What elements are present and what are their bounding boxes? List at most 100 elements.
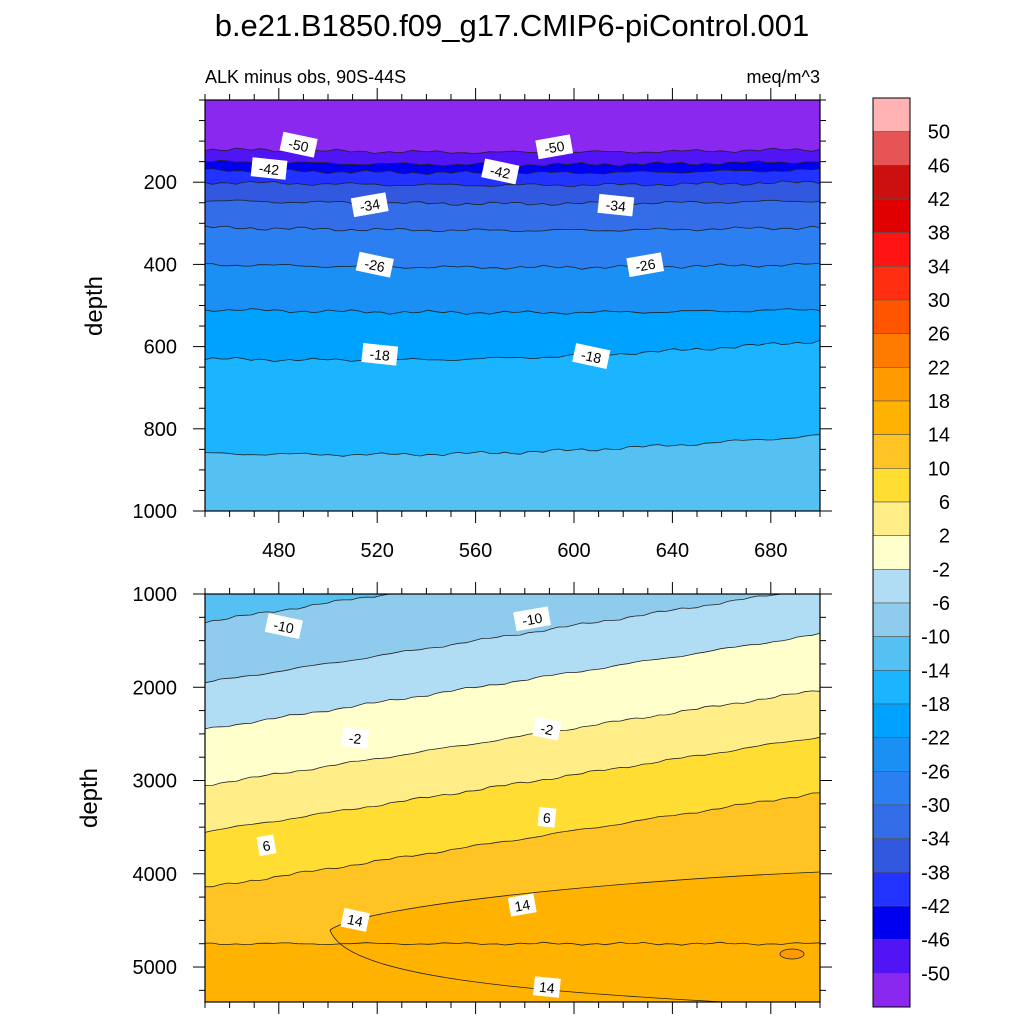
lower-contour-label: 14 — [533, 976, 561, 998]
lower-contour-fills — [205, 594, 820, 1002]
colorbar-swatch — [872, 872, 911, 907]
colorbar-swatch — [872, 838, 911, 873]
lower-ytick-label: 4000 — [133, 864, 178, 886]
colorbar-label: -30 — [921, 795, 950, 817]
lower-contour-label: -10 — [513, 606, 551, 632]
upper-contour-label-text: -18 — [369, 346, 391, 364]
colorbar-label: -34 — [921, 829, 950, 851]
upper-contour-label-box — [355, 251, 394, 278]
colorbar-label: -26 — [921, 761, 950, 783]
upper-band--14 — [205, 434, 820, 511]
colorbar-swatch — [872, 232, 911, 267]
colorbar-label: -22 — [921, 728, 950, 750]
colorbar-frame — [872, 97, 911, 1008]
lower-contour-label-text: 6 — [542, 809, 552, 826]
colorbar-swatch — [872, 569, 911, 604]
colorbar-label: 50 — [928, 122, 950, 144]
lower-band-18-22 — [779, 948, 805, 960]
colorbar-label: -10 — [921, 627, 950, 649]
colorbar-label: 10 — [928, 458, 950, 480]
colorbar-swatch — [872, 434, 911, 469]
colorbar: 50 46 42 38 34 30 26 22 18 14 10 6 2 -2 -6 -10 -14 -18 -22… — [872, 97, 950, 1008]
colorbar-swatch — [872, 165, 911, 200]
colorbar-label: 42 — [928, 189, 950, 211]
colorbar-label: 22 — [928, 357, 950, 379]
colorbar-label: -42 — [921, 896, 950, 918]
lower-contour-label-text: -2 — [348, 730, 362, 747]
lower-contour-line-2 — [204, 690, 821, 786]
lower-contour-label-box — [533, 976, 561, 998]
upper-ytick-label: 1000 — [133, 501, 178, 523]
colorbar-swatch — [872, 333, 911, 368]
colorbar-swatch — [872, 804, 911, 839]
lower-contour-label-text: 14 — [538, 979, 555, 997]
colorbar-label: -14 — [921, 660, 950, 682]
lower-contour-label-box — [507, 893, 537, 917]
upper-left-label: ALK minus obs, 90S-44S — [205, 67, 406, 87]
upper-contour-label: -42 — [481, 158, 520, 185]
upper-xtick-label: 680 — [754, 540, 787, 562]
colorbar-swatch — [872, 670, 911, 705]
upper-contour-line--22 — [204, 308, 821, 315]
upper-contour-label-box — [481, 158, 520, 185]
upper-ytick-label: 200 — [144, 172, 177, 194]
upper-contour-label-text: -42 — [489, 162, 512, 182]
lower-panel: depth -10 -10 -2 -2 6 6 14 14 14 1000 2000 3000 400… — [76, 582, 832, 1014]
lower-ytick-label: 1000 — [133, 584, 178, 606]
colorbar-swatch — [872, 97, 911, 132]
colorbar-label: -46 — [921, 930, 950, 952]
colorbar-label: -38 — [921, 862, 950, 884]
lower-contour-line-6 — [204, 736, 821, 833]
lower-contour-label-text: -10 — [521, 610, 544, 629]
colorbar-swatch — [872, 973, 911, 1008]
upper-contour-label: -34 — [597, 193, 635, 217]
upper-contour-line--26 — [204, 262, 821, 270]
upper-contour-label: -18 — [361, 343, 399, 366]
upper-contour-label: -26 — [355, 251, 394, 278]
colorbar-label: 6 — [939, 492, 950, 514]
upper-panel: ALK minus obs, 90S-44S meq/m^3 depth -50… — [81, 67, 832, 562]
upper-contour-label: -18 — [572, 343, 611, 369]
colorbar-swatch — [872, 703, 911, 738]
lower-contour-line--6 — [204, 593, 820, 684]
upper-axes: 200 400 600 800 1000 480 520 560 600 640 680 — [133, 88, 832, 562]
lower-contour-label: -2 — [532, 716, 562, 741]
upper-contour-label-text: -26 — [363, 255, 386, 275]
lower-ytick-label: 2000 — [133, 677, 178, 699]
lower-contour-line--2 — [204, 632, 821, 730]
colorbar-swatch — [872, 468, 911, 503]
colorbar-label: -18 — [921, 694, 950, 716]
upper-contour-label-box — [626, 252, 665, 278]
colorbar-swatch — [872, 400, 911, 435]
upper-contour-label-box — [597, 193, 635, 217]
colorbar-swatch — [872, 501, 911, 536]
upper-contour-label-box — [361, 343, 399, 366]
colorbar-swatch — [872, 737, 911, 772]
colorbar-label: 34 — [928, 256, 950, 278]
lower-contour-label-box — [513, 606, 551, 632]
upper-contour-label-text: -18 — [580, 347, 603, 367]
colorbar-swatch — [872, 771, 911, 806]
colorbar-swatch — [872, 939, 911, 974]
colorbar-swatch — [872, 602, 911, 637]
lower-contour-label: 6 — [256, 834, 277, 857]
lower-axes: 1000 2000 3000 4000 5000 — [133, 582, 832, 1014]
upper-xtick-label: 560 — [459, 540, 492, 562]
colorbar-label: 26 — [928, 324, 950, 346]
colorbar-swatch — [872, 131, 911, 166]
lower-contour-label-box — [341, 727, 370, 749]
colorbar-swatch — [872, 266, 911, 301]
upper-contour-label: -50 — [279, 131, 318, 158]
lower-ylabel: depth — [76, 768, 103, 828]
lower-contour-label-box — [264, 613, 303, 640]
upper-contour-fills — [205, 100, 820, 512]
upper-contour-label-box — [250, 157, 288, 180]
colorbar-label: -2 — [932, 559, 950, 581]
lower-contour-label-text: 14 — [346, 911, 365, 930]
lower-contour-line-14-lens-bottom — [329, 929, 726, 1003]
upper-contour-line--38 — [204, 180, 821, 187]
upper-contour-label-text: -42 — [258, 160, 280, 178]
colorbar-label: 14 — [928, 425, 950, 447]
